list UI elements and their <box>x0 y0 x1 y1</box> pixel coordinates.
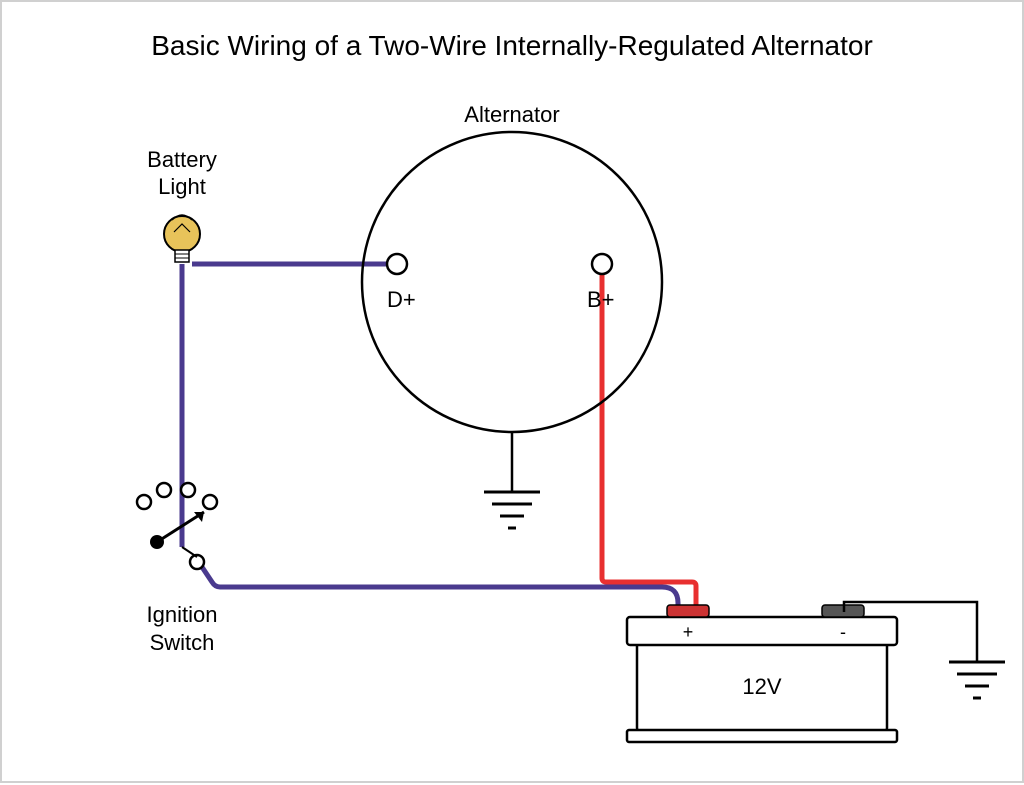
ignition-switch <box>137 483 217 569</box>
ground-symbol-battery <box>949 662 1005 698</box>
alternator-label: Alternator <box>464 102 559 127</box>
d-plus-terminal <box>387 254 407 274</box>
ground-symbol-alternator <box>484 492 540 528</box>
battery-minus-label: - <box>840 622 846 642</box>
battery-plus-label: + <box>683 622 694 642</box>
battery-light-label-2: Light <box>158 174 206 199</box>
ignition-switch-label-2: Switch <box>150 630 215 655</box>
wire-switch-to-battery <box>202 567 678 612</box>
diagram-frame: Basic Wiring of a Two-Wire Internally-Re… <box>0 0 1024 783</box>
ignition-switch-label-1: Ignition <box>147 602 218 627</box>
d-plus-label: D+ <box>387 287 416 312</box>
b-plus-label: B+ <box>587 287 615 312</box>
alternator-body <box>362 132 662 432</box>
battery-voltage-label: 12V <box>742 674 781 699</box>
wire-b-to-battery <box>602 274 696 612</box>
battery: + - 12V <box>627 605 897 742</box>
battery-light-bulb <box>164 215 200 262</box>
battery-light-label-1: Battery <box>147 147 217 172</box>
b-plus-terminal <box>592 254 612 274</box>
wiring-diagram: D+ B+ Alternator Battery Light <box>2 2 1024 785</box>
